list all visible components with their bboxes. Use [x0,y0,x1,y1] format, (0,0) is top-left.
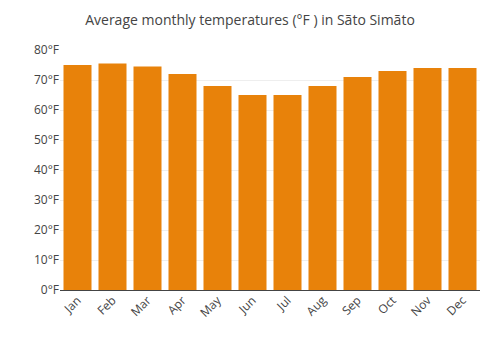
svg-text:Jul: Jul [272,292,294,314]
svg-text:Jun: Jun [234,292,259,317]
svg-text:40°F: 40°F [34,161,59,178]
svg-text:30°F: 30°F [34,191,59,208]
svg-text:Mar: Mar [127,292,155,320]
svg-text:Oct: Oct [374,292,400,318]
svg-text:Nov: Nov [407,292,435,320]
svg-text:Dec: Dec [443,292,470,319]
svg-text:10°F: 10°F [34,251,59,268]
svg-text:Feb: Feb [93,292,119,318]
svg-text:Jan: Jan [60,292,85,317]
svg-text:Sep: Sep [338,292,365,319]
svg-text:0°F: 0°F [41,281,59,298]
svg-text:50°F: 50°F [34,131,59,148]
svg-text:Average monthly temperatures (: Average monthly temperatures (°F ) in Sã… [85,10,415,29]
svg-text:80°F: 80°F [34,41,59,58]
svg-text:May: May [196,291,225,320]
svg-text:20°F: 20°F [34,221,59,238]
svg-text:Aug: Aug [302,292,330,320]
svg-text:70°F: 70°F [34,71,59,88]
svg-text:Apr: Apr [164,292,190,318]
svg-text:60°F: 60°F [34,101,59,118]
